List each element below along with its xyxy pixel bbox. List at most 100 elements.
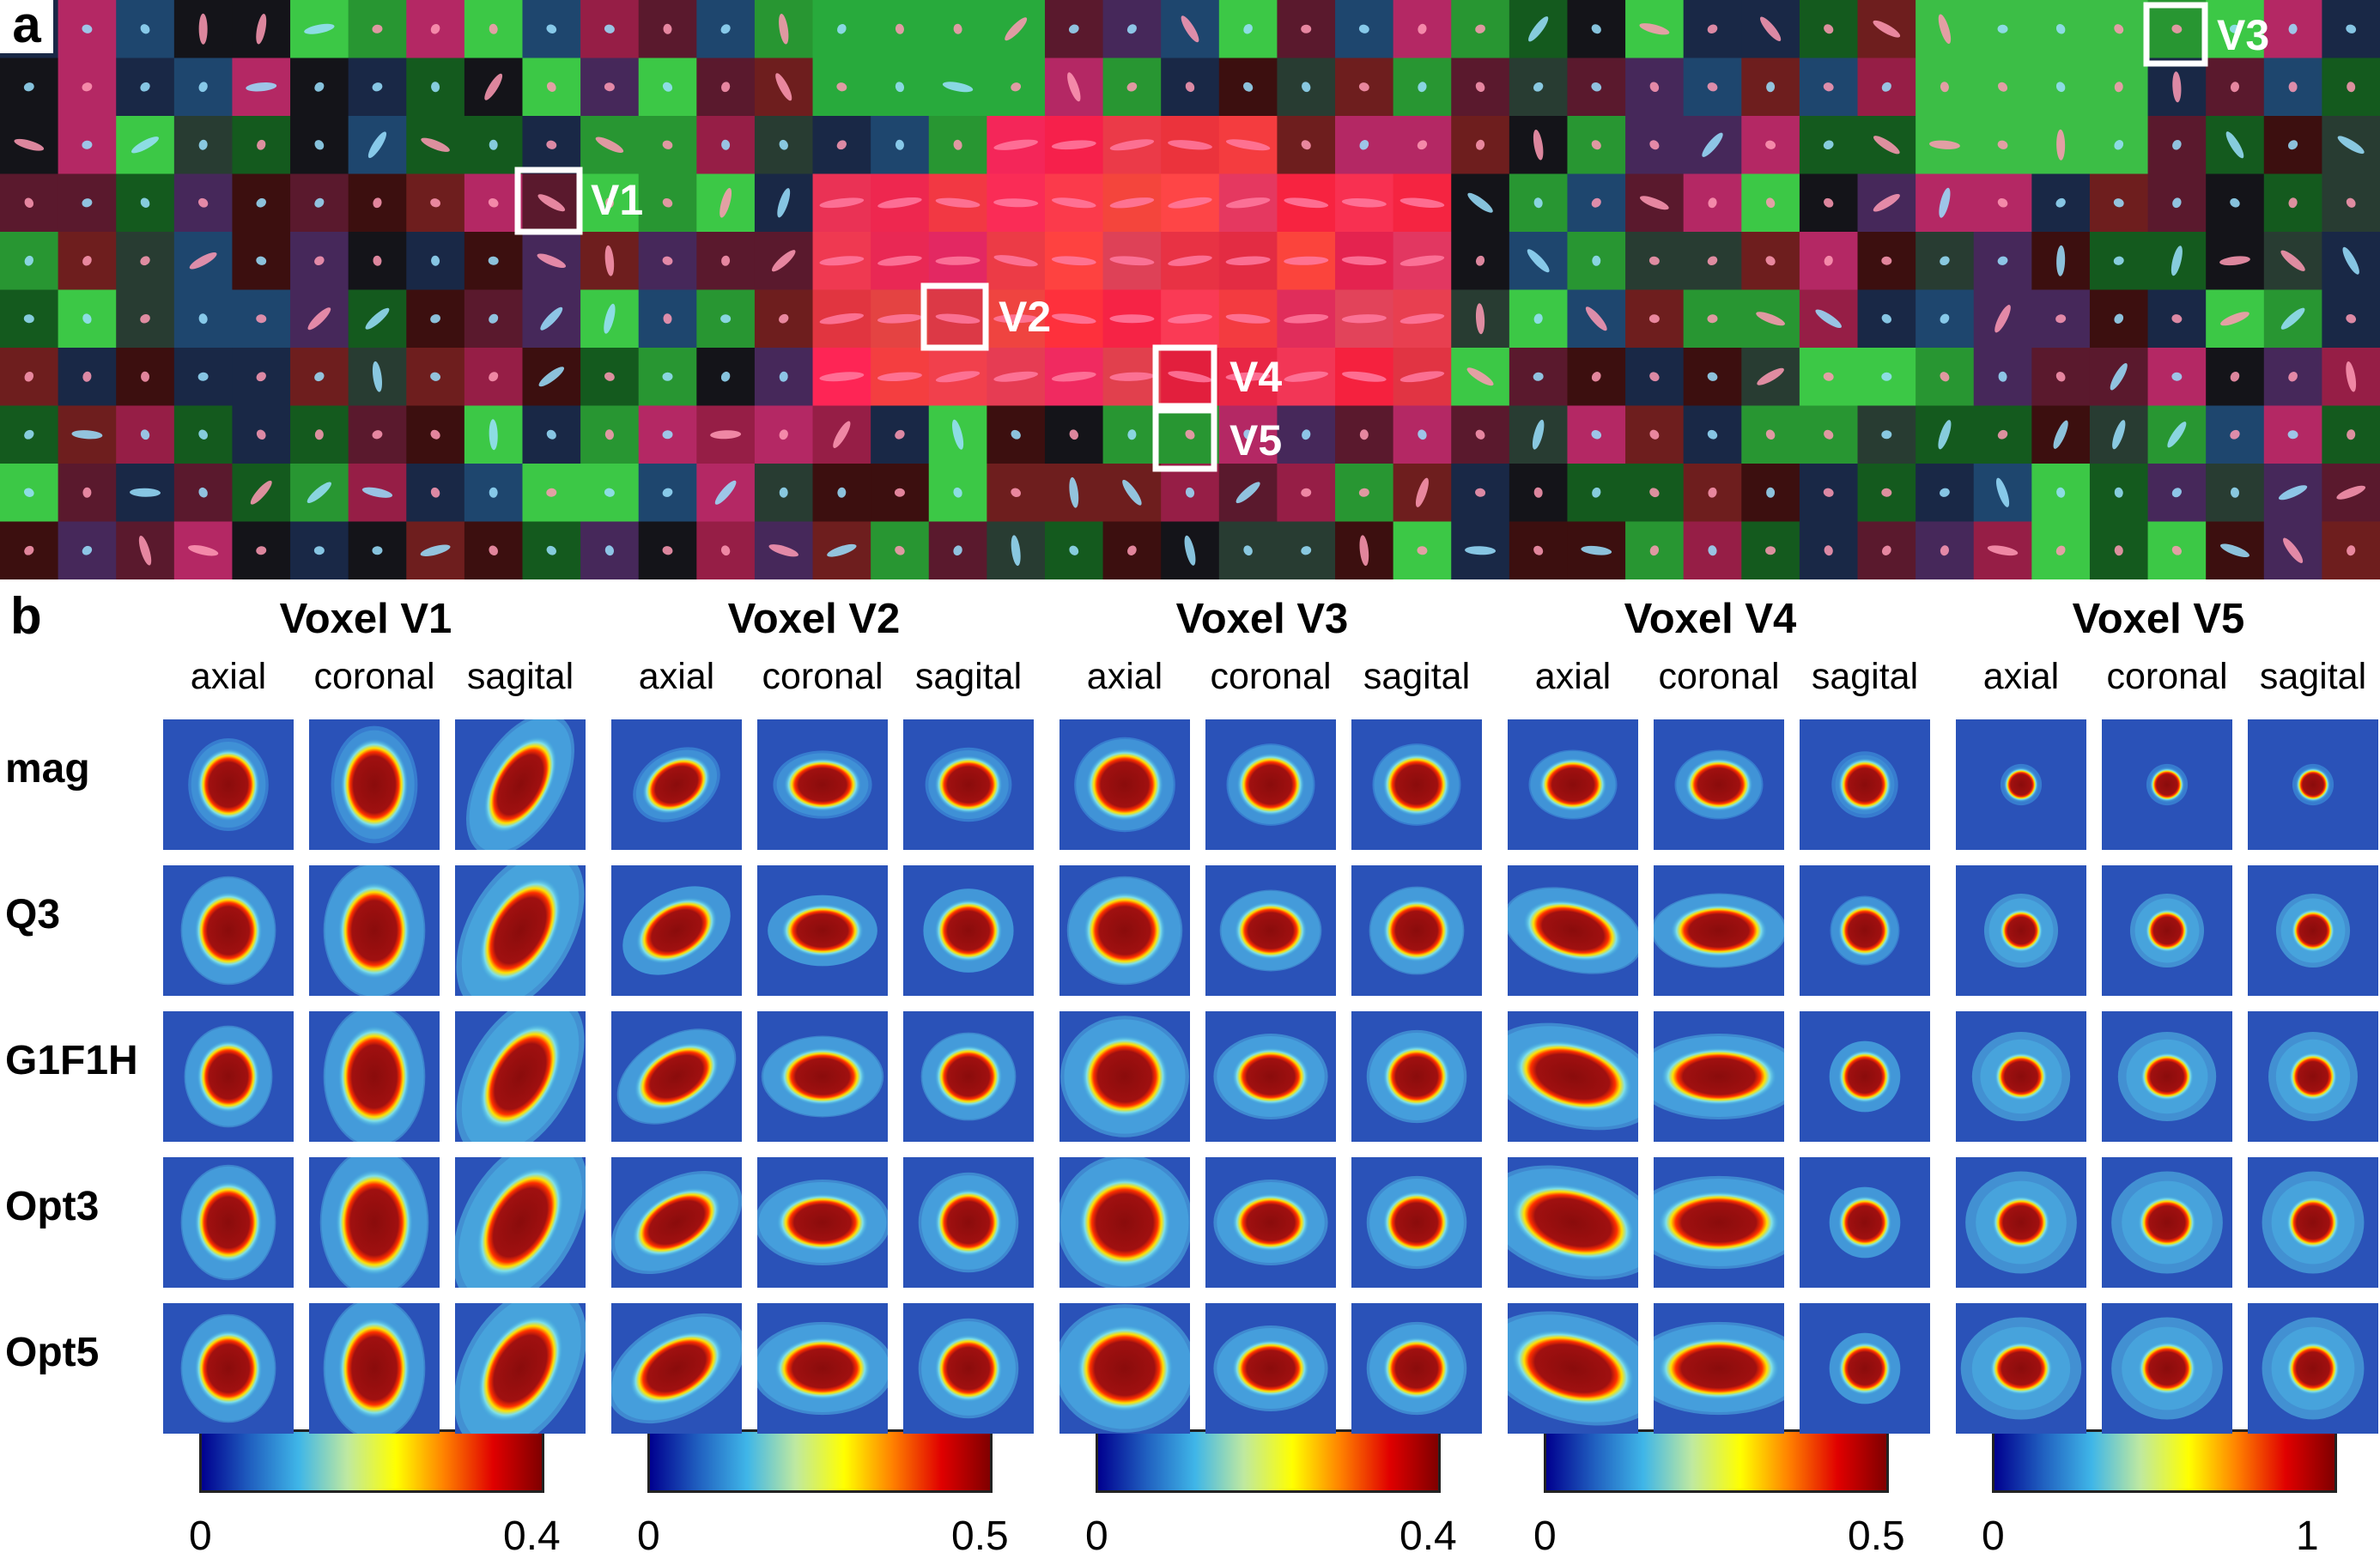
odf-glyph: [819, 256, 865, 266]
odf-glyph: [1940, 545, 1949, 556]
psf-core: [1086, 749, 1163, 821]
odf-glyph: [1533, 545, 1544, 555]
odf-glyph: [2114, 140, 2124, 150]
odf-glyph: [23, 82, 34, 92]
psf-core: [477, 1315, 563, 1422]
odf-glyph: [1475, 82, 1485, 92]
odf-glyph: [1757, 367, 1784, 385]
view-label-coronal: coronal: [313, 656, 435, 697]
odf-glyph: [23, 488, 34, 497]
odf-glyph: [604, 82, 615, 92]
odf-glyph: [2172, 71, 2182, 103]
psf-cell: [1956, 1157, 2086, 1288]
odf-glyph: [1528, 16, 1549, 42]
odf-glyph: [604, 303, 616, 334]
voxel-title: Voxel V3: [1175, 596, 1349, 642]
odf-glyph: [1181, 15, 1199, 43]
odf-glyph: [2220, 312, 2249, 326]
psf-core: [479, 877, 562, 984]
odf-glyph: [198, 13, 208, 45]
odf-glyph: [1591, 140, 1601, 150]
psf-cell: [1351, 1157, 1482, 1288]
psf-core: [1077, 1325, 1173, 1412]
odf-glyph: [2055, 197, 2066, 208]
psf-cell: [2248, 1157, 2378, 1288]
psf-core: [2138, 1342, 2196, 1395]
odf-glyph: [256, 14, 267, 45]
psf-cell: [757, 1157, 888, 1288]
odf-glyph: [775, 73, 792, 101]
odf-glyph: [2114, 313, 2124, 324]
odf-glyph: [710, 430, 742, 440]
odf-glyph: [836, 82, 847, 92]
odf-glyph: [537, 194, 566, 212]
odf-glyph: [2280, 307, 2305, 330]
psf-cell: [611, 719, 742, 850]
odf-glyph: [1815, 309, 1842, 329]
odf-glyph: [2288, 82, 2298, 93]
odf-glyph: [1243, 429, 1253, 440]
odf-glyph: [833, 421, 851, 448]
psf-cell: [2102, 719, 2232, 850]
odf-glyph: [1168, 197, 1212, 209]
odf-glyph: [2346, 314, 2357, 324]
odf-glyph: [1823, 82, 1834, 92]
odf-glyph: [1873, 193, 1900, 212]
odf-glyph: [1649, 488, 1660, 498]
odf-glyph: [721, 139, 731, 150]
odf-glyph: [1417, 140, 1428, 150]
odf-glyph: [1301, 488, 1312, 497]
odf-glyph: [430, 314, 440, 324]
view-label-sagital: sagital: [1363, 656, 1471, 697]
odf-glyph: [538, 367, 565, 387]
odf-glyph: [1649, 429, 1660, 440]
odf-glyph: [1185, 487, 1195, 498]
odf-glyph: [2346, 197, 2356, 208]
odf-glyph: [1765, 429, 1776, 440]
odf-glyph: [2113, 256, 2124, 265]
psf-cell: [2102, 1303, 2232, 1434]
odf-glyph: [895, 139, 904, 150]
odf-glyph: [1940, 82, 1949, 93]
psf-core: [1523, 900, 1623, 961]
psf-core: [1838, 1342, 1891, 1395]
odf-glyph: [1225, 313, 1271, 324]
psf-core: [1838, 904, 1891, 957]
psf-cell: [1351, 1011, 1482, 1142]
psf-core: [2145, 908, 2189, 953]
odf-glyph: [1466, 367, 1494, 386]
odf-glyph: [951, 419, 964, 450]
odf-glyph: [24, 255, 34, 266]
odf-glyph: [307, 307, 331, 331]
psf-core: [2296, 767, 2330, 802]
odf-glyph: [188, 545, 219, 556]
voxel-title: Voxel V5: [2072, 596, 2245, 642]
odf-glyph: [82, 545, 93, 555]
odf-glyph: [1997, 256, 2008, 265]
psf-cell: [1956, 1303, 2086, 1434]
odf-glyph: [1243, 82, 1254, 92]
colorbar-min-label: 0: [1982, 1513, 2005, 1559]
colorbar: [199, 1429, 544, 1493]
psf-cell: [611, 1303, 742, 1434]
odf-glyph: [2055, 82, 2066, 93]
odf-glyph: [1185, 82, 1195, 93]
psf-core: [1838, 1196, 1891, 1249]
odf-glyph: [307, 482, 331, 504]
odf-glyph: [1533, 197, 1543, 209]
odf-glyph: [1067, 72, 1081, 102]
odf-glyph: [819, 197, 865, 209]
odf-glyph: [314, 140, 325, 150]
psf-cell: [611, 1157, 742, 1288]
odf-glyph: [198, 429, 208, 440]
odf-glyph: [430, 23, 440, 34]
odf-glyph: [1109, 139, 1155, 151]
odf-glyph: [1707, 314, 1718, 324]
colorbar-max-label: 0.5: [951, 1513, 1009, 1559]
odf-glyph: [1359, 140, 1369, 150]
odf-glyph: [1475, 303, 1485, 335]
odf-glyph: [779, 313, 789, 324]
odf-glyph: [1765, 256, 1776, 266]
odf-glyph: [1109, 256, 1155, 266]
psf-core: [1078, 1176, 1171, 1269]
